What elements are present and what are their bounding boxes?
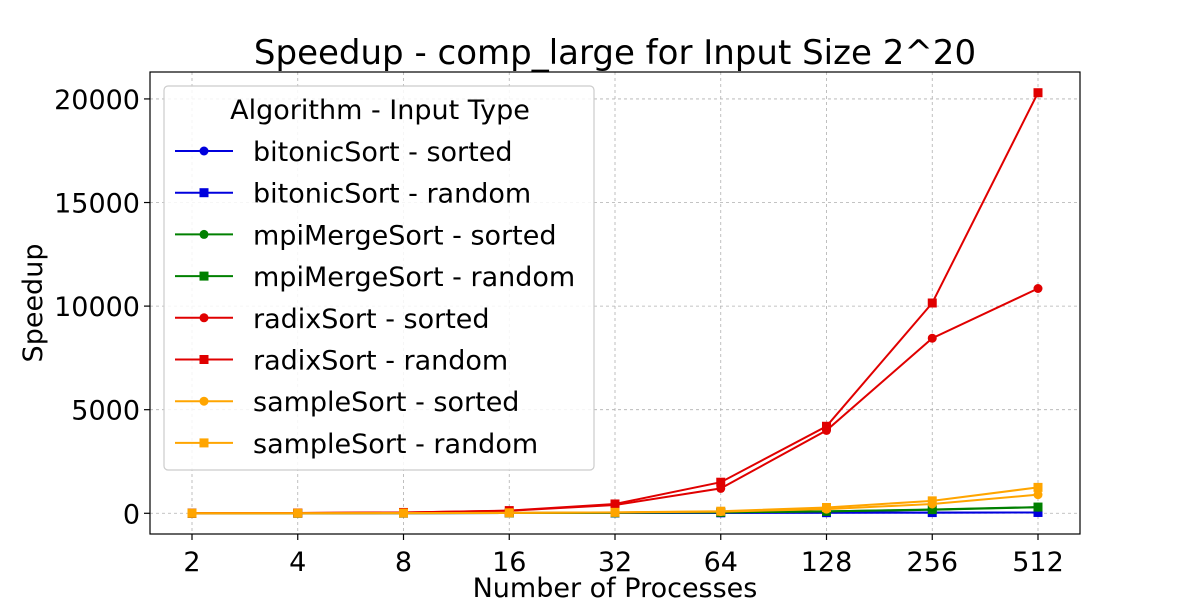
x-tick-label: 64 — [704, 547, 738, 578]
data-point — [927, 505, 937, 515]
x-axis-label: Number of Processes — [473, 573, 758, 600]
series-samplesort-random — [187, 482, 1043, 518]
legend-entry: radixSort - sorted — [175, 304, 490, 335]
legend-entry: sampleSort - random — [175, 429, 538, 460]
x-tick-label: 4 — [289, 547, 306, 578]
legend-marker — [199, 188, 209, 198]
data-point — [187, 508, 197, 518]
data-point — [610, 499, 620, 509]
y-tick-label: 10000 — [54, 292, 140, 323]
y-tick-label: 5000 — [71, 396, 140, 427]
data-point — [1033, 490, 1043, 500]
data-point — [1033, 88, 1043, 98]
x-tick-label: 16 — [492, 547, 526, 578]
data-point — [716, 506, 726, 516]
data-point — [504, 508, 514, 518]
legend: Algorithm - Input Type bitonicSort - sor… — [163, 85, 595, 471]
legend-marker — [199, 313, 209, 323]
legend-label: radixSort - sorted — [253, 304, 490, 335]
legend-label: bitonicSort - random — [253, 179, 531, 210]
series-layer — [187, 88, 1043, 518]
data-point — [399, 508, 408, 518]
legend-label: mpiMergeSort - sorted — [253, 220, 557, 251]
axis-ticks: 2 4 8 16 32 64 128 256 512 0 5000 10000 15000 20000 — [54, 85, 1064, 578]
data-point — [716, 477, 726, 487]
data-point — [927, 298, 937, 308]
legend-title: Algorithm - Input Type — [230, 95, 530, 126]
x-tick-label: 32 — [598, 547, 632, 578]
x-tick-label: 128 — [801, 547, 853, 578]
legend-entry: bitonicSort - sorted — [175, 137, 512, 168]
legend-entry: mpiMergeSort - sorted — [175, 220, 557, 251]
legend-entry: bitonicSort - random — [175, 179, 531, 210]
legend-marker — [199, 355, 209, 364]
data-point — [1033, 482, 1043, 492]
legend-label: sampleSort - random — [253, 429, 538, 460]
legend-marker — [199, 271, 209, 281]
x-tick-label: 256 — [906, 547, 958, 578]
x-tick-label: 512 — [1012, 547, 1064, 578]
data-point — [822, 502, 831, 512]
data-point — [1033, 507, 1043, 517]
y-tick-label: 15000 — [54, 189, 140, 220]
legend-marker — [199, 146, 209, 156]
y-tick-label: 0 — [123, 499, 140, 530]
data-point — [927, 496, 937, 506]
data-point — [927, 333, 937, 343]
y-tick-label: 20000 — [54, 85, 140, 116]
data-point — [822, 421, 831, 431]
x-tick-label: 2 — [183, 547, 200, 578]
legend-marker — [199, 229, 209, 239]
legend-entry: mpiMergeSort - random — [175, 262, 575, 293]
legend-label: sampleSort - sorted — [253, 387, 519, 418]
legend-box — [163, 85, 595, 471]
x-tick-label: 8 — [395, 547, 412, 578]
legend-label: bitonicSort - sorted — [253, 137, 512, 168]
legend-marker — [199, 396, 209, 406]
chart-title: Speedup - comp_large for Input Size 2^20 — [254, 33, 976, 73]
y-axis-label: Speedup — [18, 244, 49, 363]
legend-marker — [199, 438, 209, 448]
legend-entry: sampleSort - sorted — [175, 387, 519, 418]
data-point — [293, 508, 303, 518]
data-point — [1033, 283, 1043, 293]
data-point — [610, 507, 620, 517]
legend-label: radixSort - random — [253, 346, 508, 377]
data-point — [1033, 502, 1043, 512]
legend-label: mpiMergeSort - random — [253, 262, 575, 293]
legend-entry: radixSort - random — [175, 346, 508, 377]
